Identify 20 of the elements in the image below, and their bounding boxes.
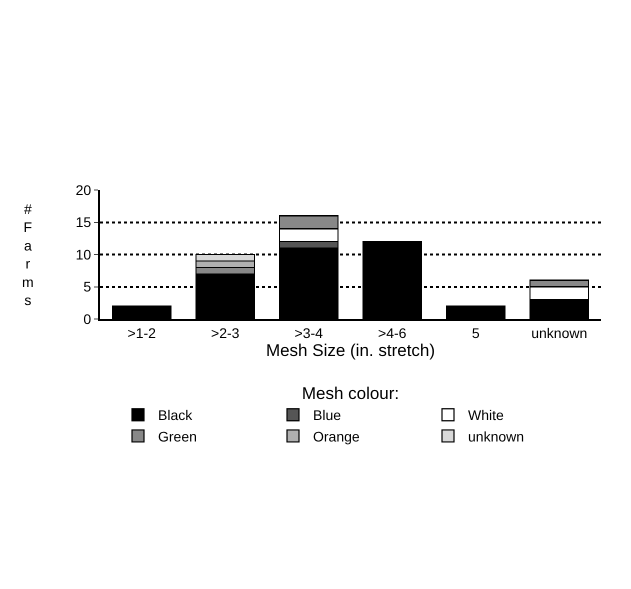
- legend-label: unknown: [468, 428, 524, 444]
- legend-label: White: [468, 407, 504, 424]
- legend-label: Black: [158, 407, 194, 424]
- x-tick-label: >4-6: [378, 324, 407, 341]
- x-tick-label: >2-3: [211, 324, 240, 341]
- legend-title: Mesh colour:: [302, 384, 400, 404]
- y-tick-label: 0: [83, 310, 92, 327]
- y-axis-title: # Farms: [22, 201, 34, 308]
- x-tick-label: 5: [472, 324, 480, 341]
- y-tick-label: 15: [76, 214, 92, 230]
- x-tick-label: unknown: [531, 324, 588, 341]
- x-tick-label: >1-2: [128, 324, 156, 341]
- x-axis-title: Mesh Size (in. stretch): [266, 340, 436, 360]
- legend-label: Blue: [313, 407, 342, 424]
- y-tick-label: 10: [76, 246, 92, 262]
- legend-label: Orange: [313, 428, 360, 444]
- y-tick-label: 20: [76, 182, 92, 198]
- y-tick-label: 5: [83, 278, 92, 295]
- legend-label: Green: [158, 428, 197, 444]
- x-tick-label: >3-4: [294, 324, 324, 341]
